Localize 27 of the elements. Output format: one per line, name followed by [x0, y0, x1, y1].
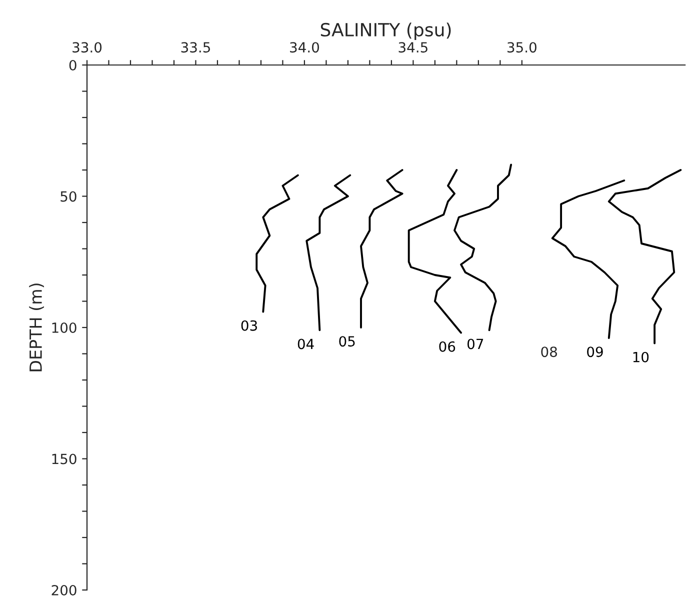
x-tick-label: 33.0 — [72, 42, 102, 53]
x-tick-label: 35.0 — [508, 42, 536, 53]
y-tick-label: 100 — [52, 322, 76, 333]
y-tick-label: 150 — [52, 454, 76, 464]
x-tick-label: 33.5 — [181, 42, 210, 53]
line-series — [360, 169, 404, 328]
y-axis-title: DEPTH (m) — [29, 284, 44, 372]
annotation: 08 — [541, 346, 557, 358]
x-axis-title: SALINITY (psu) — [320, 22, 451, 40]
series-label: 06 — [439, 341, 456, 352]
series-label: 05 — [339, 336, 355, 347]
y-tick-label: 50 — [60, 191, 76, 202]
x-tick-label: 34.5 — [398, 42, 428, 53]
series-label: 10 — [633, 352, 649, 362]
line-series — [608, 169, 682, 344]
series-label: 09 — [587, 346, 603, 358]
line-series — [408, 169, 462, 334]
series-label: 04 — [298, 338, 314, 350]
y-tick-label: 200 — [52, 584, 76, 596]
series-label: 03 — [241, 320, 257, 331]
line-series — [256, 174, 299, 313]
line-series — [454, 164, 512, 332]
y-tick-label: 0 — [69, 60, 76, 70]
series-label: 07 — [467, 338, 484, 350]
x-tick-label: 34.0 — [290, 42, 319, 53]
line-series — [306, 174, 352, 332]
line-series — [551, 180, 626, 339]
